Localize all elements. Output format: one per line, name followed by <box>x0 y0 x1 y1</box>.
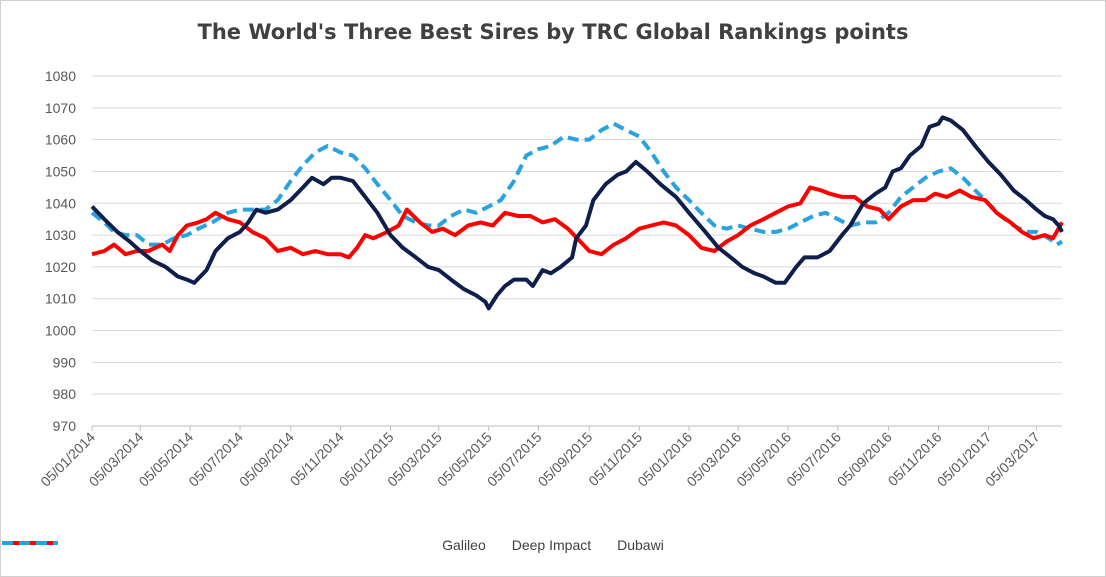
x-tick-label: 05/09/2014 <box>236 429 297 490</box>
legend-label: Dubawi <box>617 537 664 553</box>
chart-title: The World's Three Best Sires by TRC Glob… <box>197 20 909 44</box>
y-tick-label: 1080 <box>45 68 76 84</box>
y-tick-label: 1040 <box>45 195 76 211</box>
series-line-dubawi <box>90 121 1064 247</box>
legend-item-dubawi: Dubawi <box>2 537 664 553</box>
gridlines <box>92 75 1062 427</box>
legend-label: Galileo <box>442 537 486 553</box>
y-tick-label: 1030 <box>45 227 76 243</box>
y-tick-label: 1010 <box>45 291 76 307</box>
legend-item-deep-impact: Deep Impact <box>2 537 592 553</box>
y-tick-labels: 970 980 990 1000 1010 1020 1030 1040 1050 1060 107… <box>45 68 76 434</box>
y-tick-label: 1000 <box>45 323 76 339</box>
x-tick-label: 05/09/2016 <box>834 429 895 490</box>
legend-swatch <box>2 541 58 545</box>
y-tick-label: 1020 <box>45 259 76 275</box>
y-tick-label: 1060 <box>45 132 76 148</box>
y-tick-label: 1050 <box>45 163 76 179</box>
x-tick-label: 05/09/2015 <box>535 429 596 490</box>
y-tick-label: 970 <box>53 418 77 434</box>
legend: Galileo Deep Impact Dubawi <box>0 537 1106 553</box>
y-tick-label: 990 <box>53 354 77 370</box>
legend-item-galileo: Galileo <box>2 537 486 553</box>
series-line-deep-impact <box>91 185 1064 260</box>
legend-label: Deep Impact <box>511 537 592 553</box>
y-tick-label: 980 <box>53 386 77 402</box>
y-tick-label: 1070 <box>45 100 76 116</box>
x-tick-labels: 05/01/201405/03/201405/05/201405/07/2014… <box>37 426 1043 490</box>
series-lines <box>90 115 1064 311</box>
series-line-galileo <box>90 115 1064 311</box>
